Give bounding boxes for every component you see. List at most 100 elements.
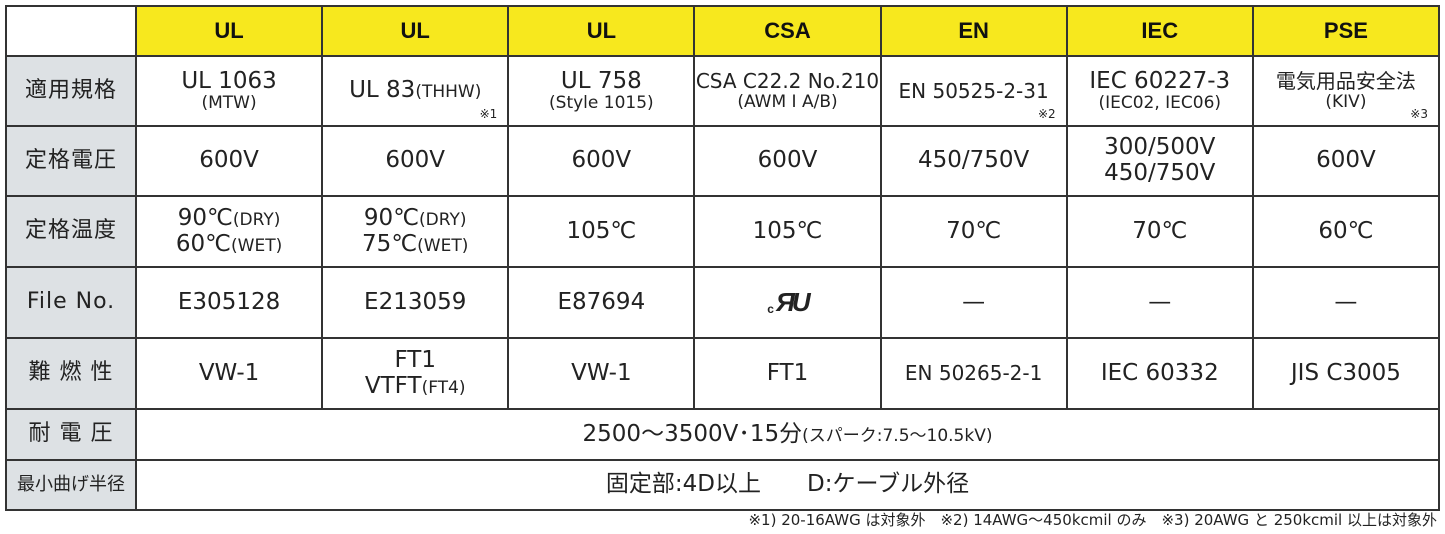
cell-text: 600V <box>385 147 446 174</box>
table-row: 耐 電 圧 2500〜3500V･15分(スパーク:7.5〜10.5kV) <box>5 408 1440 461</box>
table-cell: 固定部:4D以上 D:ケーブル外径 <box>135 459 1440 511</box>
table-cell: E305128 <box>134 266 324 339</box>
cell-line: JIS C3005 <box>1254 359 1438 387</box>
cell-text: 電気用品安全法 <box>1275 69 1416 94</box>
table-cell: 600V <box>1251 125 1441 197</box>
row-label: 適用規格 <box>5 55 137 127</box>
cell-text: EN 50265-2-1 <box>904 361 1043 386</box>
cell-line: E305128 <box>137 289 321 316</box>
table-cell: 300/500V 450/750V <box>1065 125 1254 197</box>
cell-text: 90℃ <box>363 204 420 231</box>
row-label: 定格電圧 <box>5 125 137 197</box>
table-cell: UL 1063 (MTW) <box>134 55 324 127</box>
header-cell: UL <box>507 5 696 57</box>
header-cell: PSE <box>1251 5 1441 57</box>
table-row: File No. E305128 E213059 E87694 c ЯU — — — <box>5 266 1441 339</box>
table-cell: VW-1 <box>134 337 324 410</box>
cell-text: JIS C3005 <box>1290 359 1401 386</box>
cell-line: UL 758 <box>509 68 693 95</box>
note-mark: ※3 <box>1410 106 1428 121</box>
cell-text: FT1 <box>766 359 809 386</box>
cell-line: 600V <box>323 147 507 174</box>
footnote: ※1) 20-16AWG は対象外 ※2) 14AWG〜450kcmil のみ … <box>748 511 1437 529</box>
cell-line: — <box>1254 289 1438 316</box>
cell-line: 600V <box>137 147 321 174</box>
cell-text: (FT4) <box>421 377 466 398</box>
cell-text: VW-1 <box>198 359 260 386</box>
cell-text: 90℃ <box>177 204 233 231</box>
cell-line: E87694 <box>509 289 693 316</box>
cell-text: (DRY) <box>232 209 281 230</box>
header-cell: UL <box>321 5 510 57</box>
spec-table: UL UL UL CSA EN IEC PSE 適用規格 UL 1063 (MTW) UL 83(… <box>5 5 1441 511</box>
cell-text: IEC 60332 <box>1100 359 1219 386</box>
table-cell: 電気用品安全法 (KIV) ※3 <box>1251 55 1441 127</box>
cell-line: VTFT(FT4) <box>323 372 507 400</box>
cell-text: FT1 <box>394 346 436 373</box>
cell-line: 105℃ <box>695 218 879 245</box>
header-cell: UL <box>134 5 324 57</box>
cell-text: (AWM I A/B) <box>737 91 838 112</box>
table-cell: 105℃ <box>693 195 882 268</box>
cell-line: 60℃ <box>1254 217 1438 245</box>
cell-text: (KIV) <box>1325 91 1367 112</box>
cell-line: CSA C22.2 No.210 <box>695 70 879 92</box>
header-row: UL UL UL CSA EN IEC PSE <box>5 5 1441 57</box>
cell-line: 電気用品安全法 <box>1254 70 1438 92</box>
table-cell: — <box>1065 266 1254 339</box>
table-cell: 60℃ <box>1251 195 1441 268</box>
table-cell: — <box>879 266 1068 339</box>
cell-line: VW-1 <box>137 359 321 387</box>
cell-text: 300/500V <box>1104 134 1216 161</box>
cell-text: IEC 60227-3 <box>1089 67 1231 94</box>
cell-line: 450/750V <box>882 147 1066 174</box>
table-cell: 90℃(DRY) 60℃(WET) <box>134 195 324 268</box>
table-cell: — <box>1251 266 1441 339</box>
cell-line: FT1 <box>323 346 507 374</box>
cru-logo-icon: c ЯU <box>767 286 810 317</box>
row-label: 難 燃 性 <box>5 337 137 410</box>
cell-text: 450/750V <box>917 147 1030 174</box>
cell-line: VW-1 <box>509 360 693 387</box>
cell-text: 600V <box>199 147 259 174</box>
cell-line: 600V <box>1254 147 1438 174</box>
table-cell: 600V <box>134 125 324 197</box>
cell-line: (KIV) <box>1254 91 1438 112</box>
table-cell: EN 50525-2-31 ※2 <box>879 55 1068 127</box>
cell-line: 固定部:4D以上 D:ケーブル外径 <box>137 471 1438 498</box>
table-cell: E87694 <box>507 266 696 339</box>
cell-text: EN 50525-2-31 <box>898 78 1049 103</box>
cell-text: VTFT <box>364 372 422 399</box>
cell-text: (IEC02, IEC06) <box>1098 93 1222 114</box>
cell-line: IEC 60227-3 <box>1068 67 1252 95</box>
cell-text: 450/750V <box>1104 160 1216 186</box>
table-row: 適用規格 UL 1063 (MTW) UL 83(THHW) ※1 UL 758 (Styl… <box>5 55 1441 127</box>
cell-text: 60℃ <box>1318 217 1374 244</box>
cell-line: 300/500V <box>1068 134 1252 161</box>
cell-line: E213059 <box>323 289 507 316</box>
table-cell: E213059 <box>321 266 510 339</box>
cell-text: 600V <box>571 147 632 174</box>
table-cell: IEC 60332 <box>1065 337 1254 410</box>
cell-line: UL 83(THHW) <box>323 77 507 104</box>
table-row: 難 燃 性 VW-1 FT1 VTFT(FT4) VW-1 FT1 EN 50265-2-1… <box>5 337 1441 410</box>
cell-line: 60℃(WET) <box>137 231 321 258</box>
table-cell: VW-1 <box>507 337 696 410</box>
table-cell: 600V <box>321 125 510 197</box>
table-cell: 600V <box>507 125 696 197</box>
row-label: 定格温度 <box>5 195 137 268</box>
cell-text: UL 1063 <box>181 67 277 94</box>
cell-text: CSA C22.2 No.210 <box>695 69 880 94</box>
cell-text: (スパーク:7.5〜10.5kV) <box>802 425 993 446</box>
cell-text: 2500〜3500V･15分 <box>582 420 803 447</box>
table-cell: EN 50265-2-1 <box>879 337 1068 410</box>
table-cell: 70℃ <box>1065 195 1254 268</box>
cell-line: (Style 1015) <box>509 94 693 113</box>
header-cell: IEC <box>1065 5 1254 57</box>
cell-line: FT1 <box>695 359 879 387</box>
table-cell: FT1 <box>693 337 882 410</box>
cell-text: (WET) <box>231 235 283 256</box>
table-cell: 105℃ <box>507 195 696 268</box>
cell-line: (AWM I A/B) <box>695 91 879 112</box>
cell-text: (Style 1015) <box>549 93 654 114</box>
